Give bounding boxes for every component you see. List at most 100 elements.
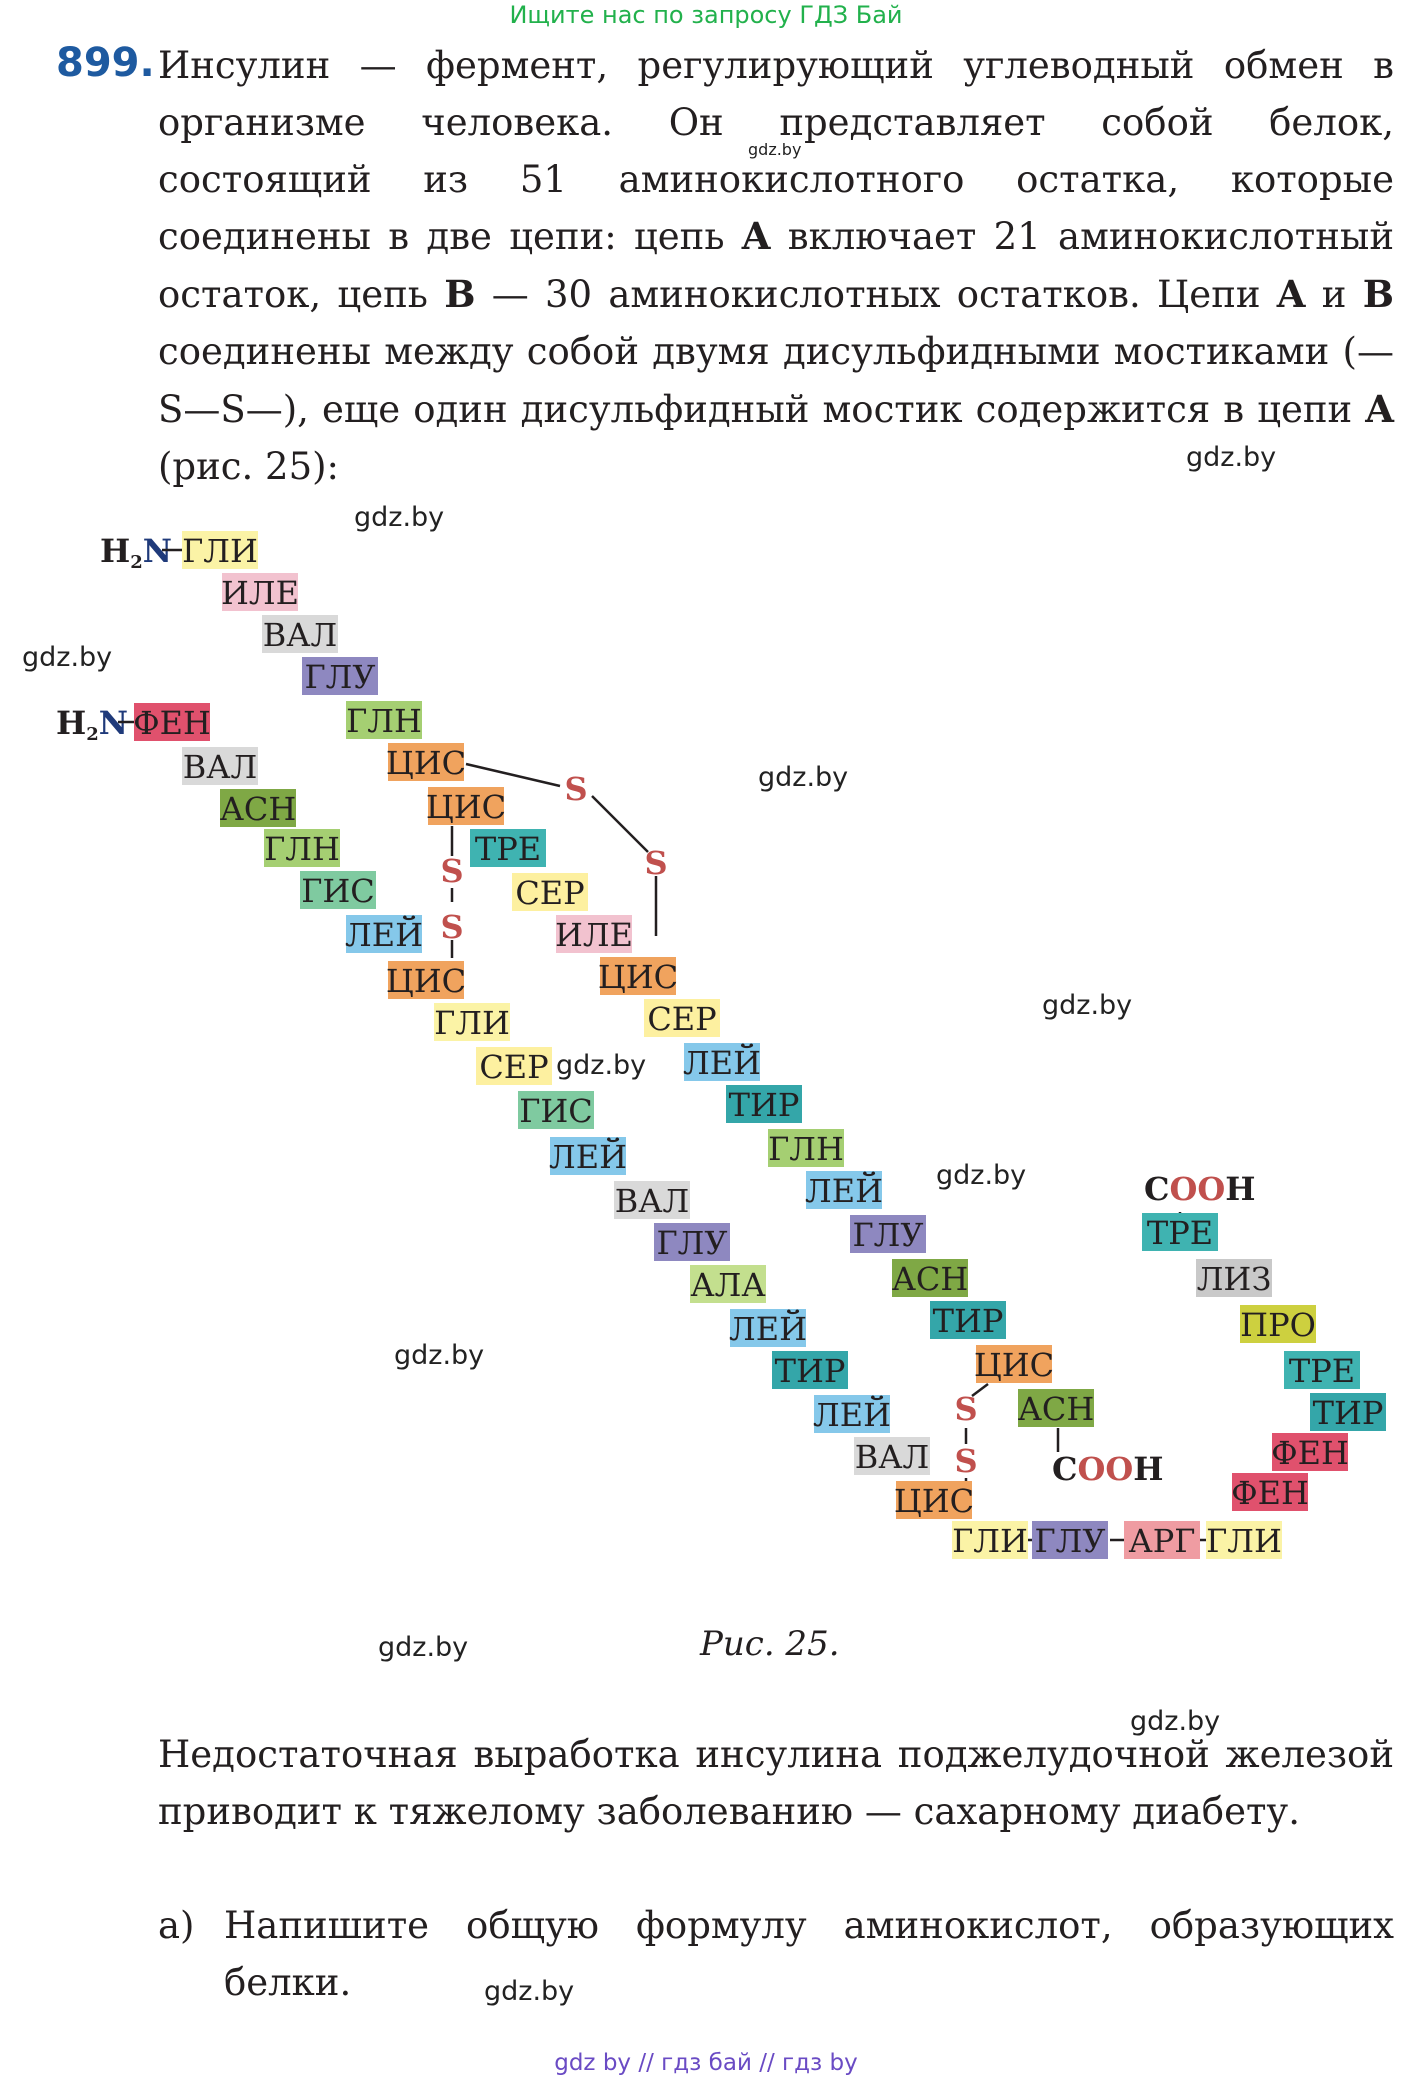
chain-b-residue: ФЕН <box>1271 1433 1349 1472</box>
svg-text:ЛЕЙ: ЛЕЙ <box>549 1137 627 1176</box>
carboxyl-terminus-label: COOH <box>1052 1450 1163 1488</box>
watermark: gdz.by <box>556 1050 647 1081</box>
svg-text:СЕР: СЕР <box>479 1048 548 1086</box>
svg-text:ГЛУ: ГЛУ <box>304 658 375 696</box>
chain-b-residue: ГЛИ <box>952 1521 1028 1560</box>
svg-text:ЦИС: ЦИС <box>386 962 466 1000</box>
svg-text:ЛИЗ: ЛИЗ <box>1197 1260 1272 1298</box>
svg-text:ТРЕ: ТРЕ <box>1147 1214 1213 1252</box>
svg-text:ГИС: ГИС <box>519 1092 593 1130</box>
chain-a-residue: СЕР <box>512 873 588 912</box>
chain-a-residue: ГЛИ <box>182 531 258 570</box>
svg-text:ТИР: ТИР <box>1313 1394 1384 1432</box>
chain-a-residue: ЦИС <box>426 787 506 826</box>
amino-terminus-label: H2N <box>100 532 172 573</box>
svg-text:ГИС: ГИС <box>301 872 375 910</box>
svg-text:АРГ: АРГ <box>1129 1522 1196 1560</box>
chain-a-residue: ЛЕЙ <box>805 1171 883 1210</box>
question-a-text: Напишите общую формулу аминокислот, обра… <box>224 1904 1394 2004</box>
chain-b-residue: ТРЕ <box>1284 1351 1360 1390</box>
svg-text:ИЛЕ: ИЛЕ <box>221 574 299 612</box>
chain-b-residue: ТИР <box>1310 1393 1386 1432</box>
chain-b-residue: ТРЕ <box>1142 1213 1218 1252</box>
chain-a-residue: ГЛУ <box>850 1215 926 1254</box>
chain-b-residue: ГЛУ <box>654 1223 730 1262</box>
chain-b-residue: ЛИЗ <box>1196 1259 1272 1298</box>
svg-text:ВАЛ: ВАЛ <box>263 616 337 654</box>
watermark: gdz.by <box>378 1632 469 1663</box>
chain-a-residue: ВАЛ <box>262 615 338 654</box>
chain-a-residue: ГЛУ <box>302 657 378 696</box>
svg-text:ГЛУ: ГЛУ <box>1034 1522 1105 1560</box>
chain-b-residue: ЦИС <box>386 961 466 1000</box>
sulfur-label: S <box>564 770 587 808</box>
chain-b-residue: ГИС <box>518 1091 594 1130</box>
watermark: gdz.by <box>1186 442 1277 473</box>
chain-a-residue: ТИР <box>930 1301 1006 1340</box>
paragraph-diabetes: Недостаточная выработка инсулина поджелу… <box>158 1733 1394 1833</box>
chain-b-residue: ВАЛ <box>854 1437 930 1476</box>
svg-text:ЦИС: ЦИС <box>974 1346 1054 1384</box>
svg-text:ЛЕЙ: ЛЕЙ <box>345 915 423 954</box>
chain-a-residue: ГЛН <box>768 1129 844 1168</box>
chain-b-residue: ТИР <box>772 1351 848 1390</box>
svg-text:ГЛИ: ГЛИ <box>1206 1522 1282 1560</box>
chain-a-residue: ЦИС <box>974 1345 1054 1384</box>
watermark: gdz.by <box>936 1160 1027 1191</box>
svg-text:ЦИС: ЦИС <box>598 958 678 996</box>
watermark: gdz.by <box>484 1976 575 2007</box>
sulfur-label: S <box>440 852 463 890</box>
chain-b-residue: АЛА <box>690 1265 766 1304</box>
chain-b-residue: АРГ <box>1124 1521 1200 1560</box>
chain-a-residue: ТРЕ <box>470 829 546 868</box>
amino-terminus-label: H2N <box>56 704 128 745</box>
chain-b-residue: ГЛИ <box>1206 1521 1282 1560</box>
svg-text:ФЕН: ФЕН <box>1271 1434 1349 1472</box>
chain-a-residue: ЛЕЙ <box>683 1043 761 1082</box>
svg-text:СЕР: СЕР <box>647 1000 716 1038</box>
question-a-label: а) <box>158 1904 195 1947</box>
chain-b-residue: ФЕН <box>133 703 211 742</box>
svg-text:ЦИС: ЦИС <box>386 744 466 782</box>
svg-text:ЛЕЙ: ЛЕЙ <box>805 1171 883 1210</box>
svg-text:ПРО: ПРО <box>1240 1306 1316 1344</box>
chain-b-residue: СЕР <box>476 1047 552 1086</box>
chain-b-residue: ЛЕЙ <box>549 1137 627 1176</box>
watermark: gdz.by <box>1130 1706 1221 1737</box>
chain-a-residue: ТИР <box>726 1085 802 1124</box>
chain-b-residue: ЛЕЙ <box>345 915 423 954</box>
chain-b-residue: ЦИС <box>894 1481 974 1520</box>
svg-text:ГЛУ: ГЛУ <box>852 1216 923 1254</box>
chain-b-residue: ЛЕЙ <box>729 1309 807 1348</box>
svg-text:ГЛИ: ГЛИ <box>182 532 258 570</box>
chain-a-residue: ЦИС <box>598 957 678 996</box>
chain-b-residue: ГИС <box>300 871 376 910</box>
chain-b-residue: АСН <box>220 789 296 828</box>
svg-text:ТРЕ: ТРЕ <box>475 830 541 868</box>
svg-text:ЛЕЙ: ЛЕЙ <box>729 1309 807 1348</box>
task-intro: Инсулин — фермент, регулирующий углеводн… <box>158 44 1395 488</box>
chain-b-residue: ПРО <box>1240 1305 1316 1344</box>
watermark: gdz.by <box>748 140 802 159</box>
chain-a-residue: ИЛЕ <box>555 915 633 954</box>
svg-text:ГЛН: ГЛН <box>768 1130 844 1168</box>
svg-text:ЦИС: ЦИС <box>426 788 506 826</box>
svg-text:ВАЛ: ВАЛ <box>855 1438 929 1476</box>
svg-text:ВАЛ: ВАЛ <box>615 1182 689 1220</box>
watermark: gdz.by <box>758 762 849 793</box>
chain-a-residue: АСН <box>1018 1389 1094 1428</box>
task-number: 899. <box>56 40 155 86</box>
svg-text:ГЛУ: ГЛУ <box>656 1224 727 1262</box>
watermark: gdz.by <box>394 1340 485 1371</box>
bottom-banner[interactable]: gdz by // гдз бай // гдз by <box>554 2050 858 2076</box>
bond-line <box>465 762 561 788</box>
chain-a-residue: ИЛЕ <box>221 573 299 612</box>
svg-text:ЛЕЙ: ЛЕЙ <box>813 1395 891 1434</box>
svg-text:ЦИС: ЦИС <box>894 1482 974 1520</box>
chain-b-residue: ЛЕЙ <box>813 1395 891 1434</box>
watermark: gdz.by <box>354 502 445 533</box>
top-banner[interactable]: Ищите нас по запросу ГДЗ Бай <box>509 1 903 29</box>
svg-text:СЕР: СЕР <box>515 874 584 912</box>
question-a: а) Напишите общую формулу аминокислот, о… <box>158 1898 1394 2012</box>
